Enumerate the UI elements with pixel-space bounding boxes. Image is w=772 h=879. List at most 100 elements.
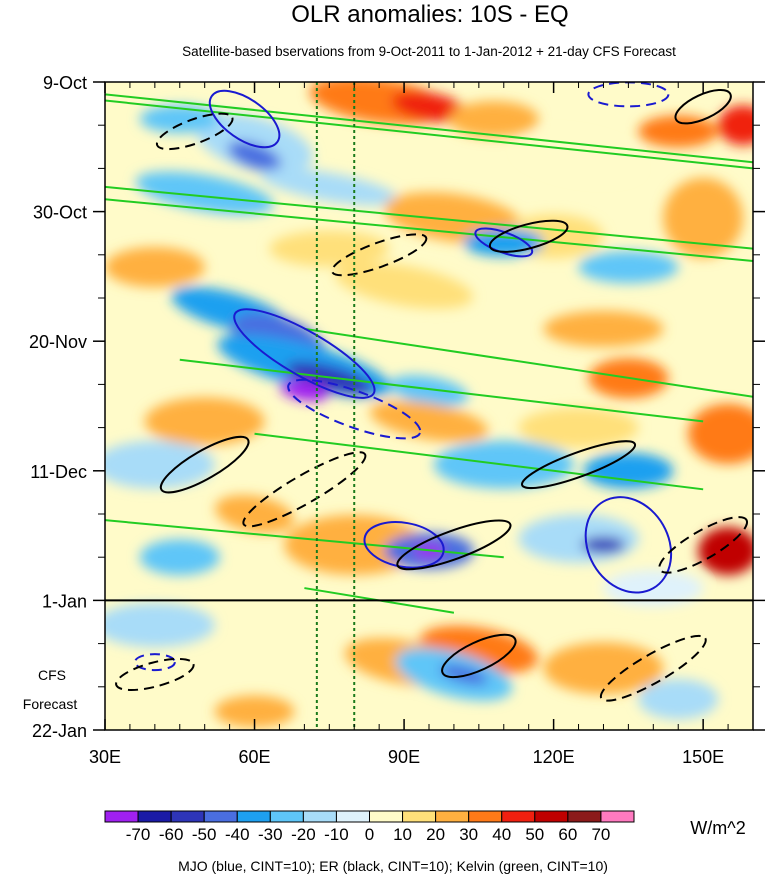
kelvin-contour: [105, 519, 504, 559]
colorbar-swatch: [468, 810, 503, 823]
olr-anomaly-patch: [391, 91, 467, 122]
y-tick-label: 20-Nov: [29, 332, 87, 352]
er-contour: [155, 112, 234, 151]
er-contour: [115, 657, 195, 691]
mjo-contour: [133, 653, 176, 672]
er-contour: [441, 633, 517, 679]
er-contour: [521, 440, 637, 490]
colorbar-swatch: [501, 810, 536, 823]
olr-anomaly-patch: [663, 177, 744, 258]
colorbar-label: 40: [492, 825, 511, 844]
y-tick-label: 9-Oct: [43, 73, 87, 93]
colorbar-swatch: [534, 810, 569, 823]
colorbar-label: -50: [192, 825, 217, 844]
colorbar-label: -40: [225, 825, 250, 844]
mjo-contour: [208, 89, 281, 149]
olr-anomaly-patch: [718, 105, 753, 146]
colorbar-swatch: [236, 810, 271, 823]
reference-longitude-lines: [315, 82, 356, 730]
er-contour: [396, 519, 512, 571]
er-contour: [488, 219, 569, 253]
colorbar-label: 50: [525, 825, 544, 844]
olr-anomaly-patch: [638, 679, 719, 720]
colorbar-label: 70: [591, 825, 610, 844]
olr-anomaly-patch: [105, 440, 215, 489]
olr-anomaly-patch: [269, 230, 390, 267]
colorbar-label: -60: [159, 825, 184, 844]
colorbar-label: 60: [558, 825, 577, 844]
colorbar-label: 0: [365, 825, 374, 844]
olr-anomaly-patch: [227, 141, 282, 171]
olr-anomaly-patch: [518, 514, 639, 563]
olr-anomaly-patch: [214, 695, 295, 728]
er-contour: [242, 451, 367, 528]
mjo-contour: [233, 308, 376, 399]
er-contour: [599, 634, 707, 702]
olr-anomaly-patch: [518, 407, 639, 448]
colorbar-swatch: [369, 810, 404, 823]
kelvin-contour: [105, 93, 753, 164]
colorbar-label: 10: [393, 825, 412, 844]
colorbar: -70 -60 -50 -40 -30 -20 -10 0 10 20 30 40 50 60 70: [104, 810, 635, 844]
colorbar-swatch: [104, 810, 139, 823]
er-contour: [658, 516, 749, 574]
olr-anomaly-patch: [698, 527, 753, 576]
colorbar-label: -20: [291, 825, 316, 844]
olr-anomaly-patch: [581, 536, 626, 553]
colorbar-label: -70: [126, 825, 151, 844]
colorbar-swatch: [402, 810, 437, 823]
olr-anomaly-patch: [139, 105, 220, 134]
colorbar-label: 30: [459, 825, 478, 844]
y-tick-label: 1-Jan: [42, 591, 87, 611]
olr-anomaly-patch: [144, 397, 265, 446]
olr-anomaly-patch: [105, 247, 205, 288]
olr-anomaly-patch: [139, 539, 220, 576]
olr-anomaly-patch: [543, 310, 664, 347]
chart-subtitle: Satellite-based bservations from 9-Oct-2…: [182, 44, 676, 59]
contour-overlays: [105, 82, 753, 702]
x-tick-label: 30E: [89, 747, 121, 767]
plot-area: [105, 82, 753, 730]
er-contour: [674, 88, 732, 125]
mjo-contour: [584, 496, 673, 594]
forecast-label-cfs: CFS: [38, 667, 66, 683]
kelvin-contour: [304, 327, 753, 398]
colorbar-swatch: [203, 810, 238, 823]
y-tick-label: 22-Jan: [32, 721, 87, 741]
y-tick-label: 30-Oct: [33, 203, 87, 223]
olr-anomaly-patch: [135, 171, 274, 215]
olr-anomaly-patch: [260, 168, 399, 206]
colorbar-label: -10: [324, 825, 349, 844]
colorbar-swatch: [269, 810, 304, 823]
olr-anomaly-patch: [389, 375, 469, 407]
colorbar-swatch: [335, 810, 370, 823]
olr-anomaly-patch: [543, 642, 664, 695]
axes: 30E 60E 90E 120E 150E 9-Oct 30-Oct 20-Nov 11-Dec…: [29, 73, 765, 767]
olr-anomaly-patch: [335, 262, 474, 309]
olr-anomaly-patch: [688, 403, 753, 464]
x-tick-label: 60E: [239, 747, 271, 767]
olr-anomaly-patch: [448, 101, 539, 138]
olr-anomaly-patch: [439, 664, 489, 685]
colorbar-swatch: [567, 810, 602, 823]
kelvin-contour: [254, 432, 704, 491]
x-tick-label: 120E: [533, 747, 575, 767]
er-contour: [330, 233, 428, 277]
x-tick-label: 90E: [388, 747, 420, 767]
forecast-label-forecast: Forecast: [23, 696, 78, 712]
colorbar-swatch: [137, 810, 172, 823]
olr-anomaly-patch: [519, 133, 638, 179]
olr-anomaly-patch: [583, 452, 674, 489]
colorbar-label: -30: [258, 825, 283, 844]
y-tick-label: 11-Dec: [30, 462, 87, 482]
mjo-contour: [363, 521, 445, 569]
er-contour: [159, 435, 250, 494]
colorbar-units: W/m^2: [690, 818, 745, 838]
kelvin-contour: [179, 358, 704, 423]
colorbar-swatch: [435, 810, 470, 823]
olr-anomaly-patch: [369, 400, 489, 442]
mjo-contour: [287, 378, 422, 440]
olr-anomaly-patch: [105, 603, 215, 648]
kelvin-contour: [105, 185, 753, 250]
